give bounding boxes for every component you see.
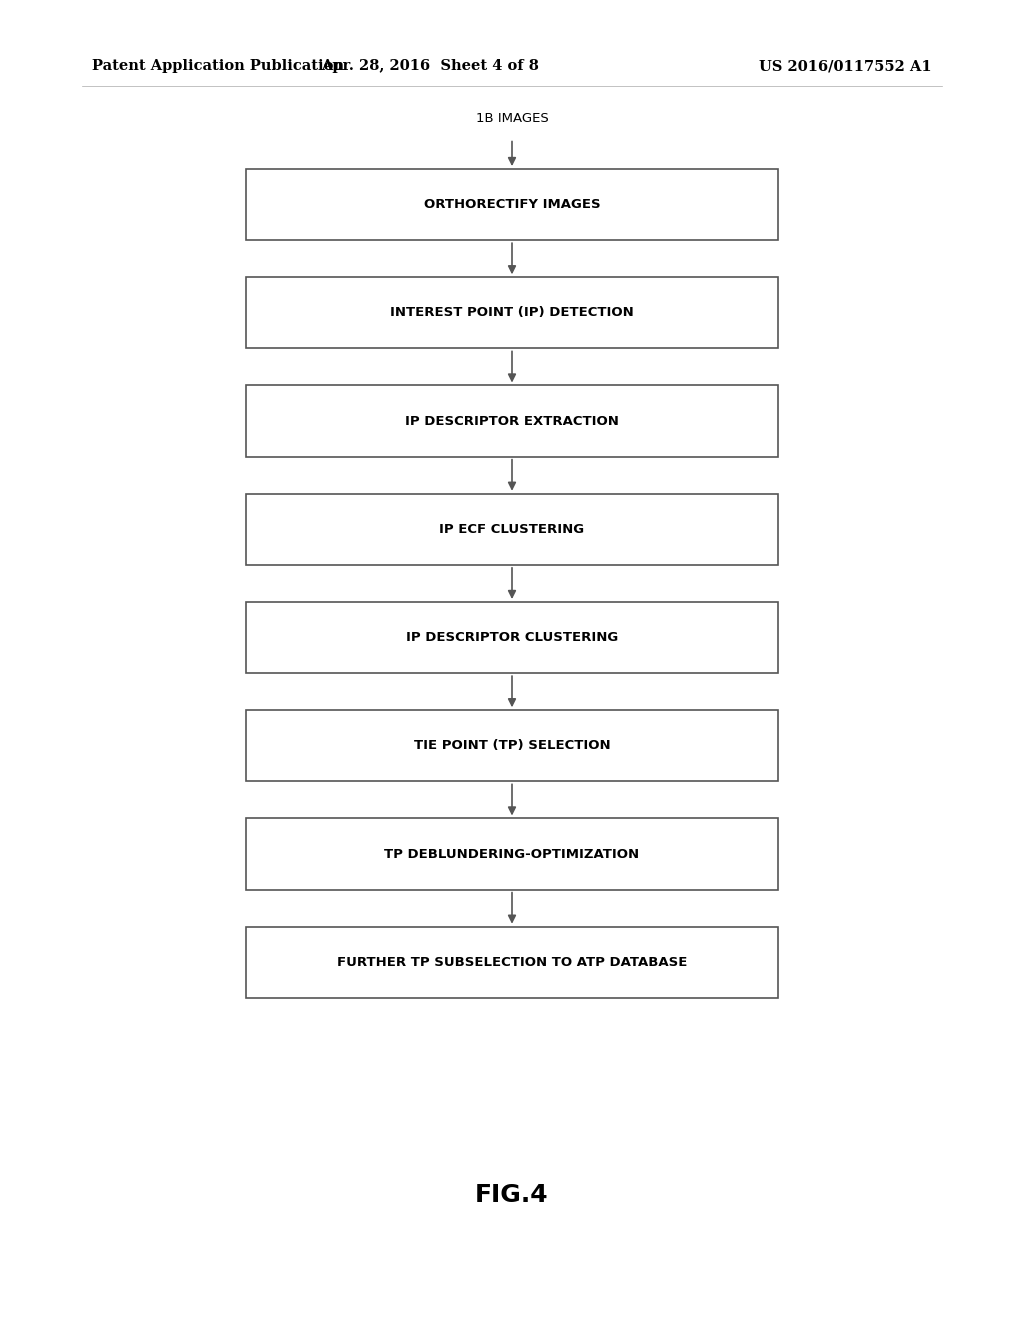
Text: ORTHORECTIFY IMAGES: ORTHORECTIFY IMAGES <box>424 198 600 211</box>
Text: 1B IMAGES: 1B IMAGES <box>475 112 549 125</box>
FancyBboxPatch shape <box>246 169 778 240</box>
Text: Apr. 28, 2016  Sheet 4 of 8: Apr. 28, 2016 Sheet 4 of 8 <box>322 59 539 74</box>
FancyBboxPatch shape <box>246 602 778 673</box>
Text: IP DESCRIPTOR EXTRACTION: IP DESCRIPTOR EXTRACTION <box>406 414 618 428</box>
Text: INTEREST POINT (IP) DETECTION: INTEREST POINT (IP) DETECTION <box>390 306 634 319</box>
Text: TP DEBLUNDERING-OPTIMIZATION: TP DEBLUNDERING-OPTIMIZATION <box>384 847 640 861</box>
FancyBboxPatch shape <box>246 710 778 781</box>
Text: FURTHER TP SUBSELECTION TO ATP DATABASE: FURTHER TP SUBSELECTION TO ATP DATABASE <box>337 956 687 969</box>
FancyBboxPatch shape <box>246 385 778 457</box>
Text: IP ECF CLUSTERING: IP ECF CLUSTERING <box>439 523 585 536</box>
Text: TIE POINT (TP) SELECTION: TIE POINT (TP) SELECTION <box>414 739 610 752</box>
FancyBboxPatch shape <box>246 818 778 890</box>
Text: Patent Application Publication: Patent Application Publication <box>92 59 344 74</box>
Text: FIG.4: FIG.4 <box>475 1183 549 1206</box>
Text: US 2016/0117552 A1: US 2016/0117552 A1 <box>759 59 932 74</box>
Text: IP DESCRIPTOR CLUSTERING: IP DESCRIPTOR CLUSTERING <box>406 631 618 644</box>
FancyBboxPatch shape <box>246 277 778 348</box>
FancyBboxPatch shape <box>246 494 778 565</box>
FancyBboxPatch shape <box>246 927 778 998</box>
